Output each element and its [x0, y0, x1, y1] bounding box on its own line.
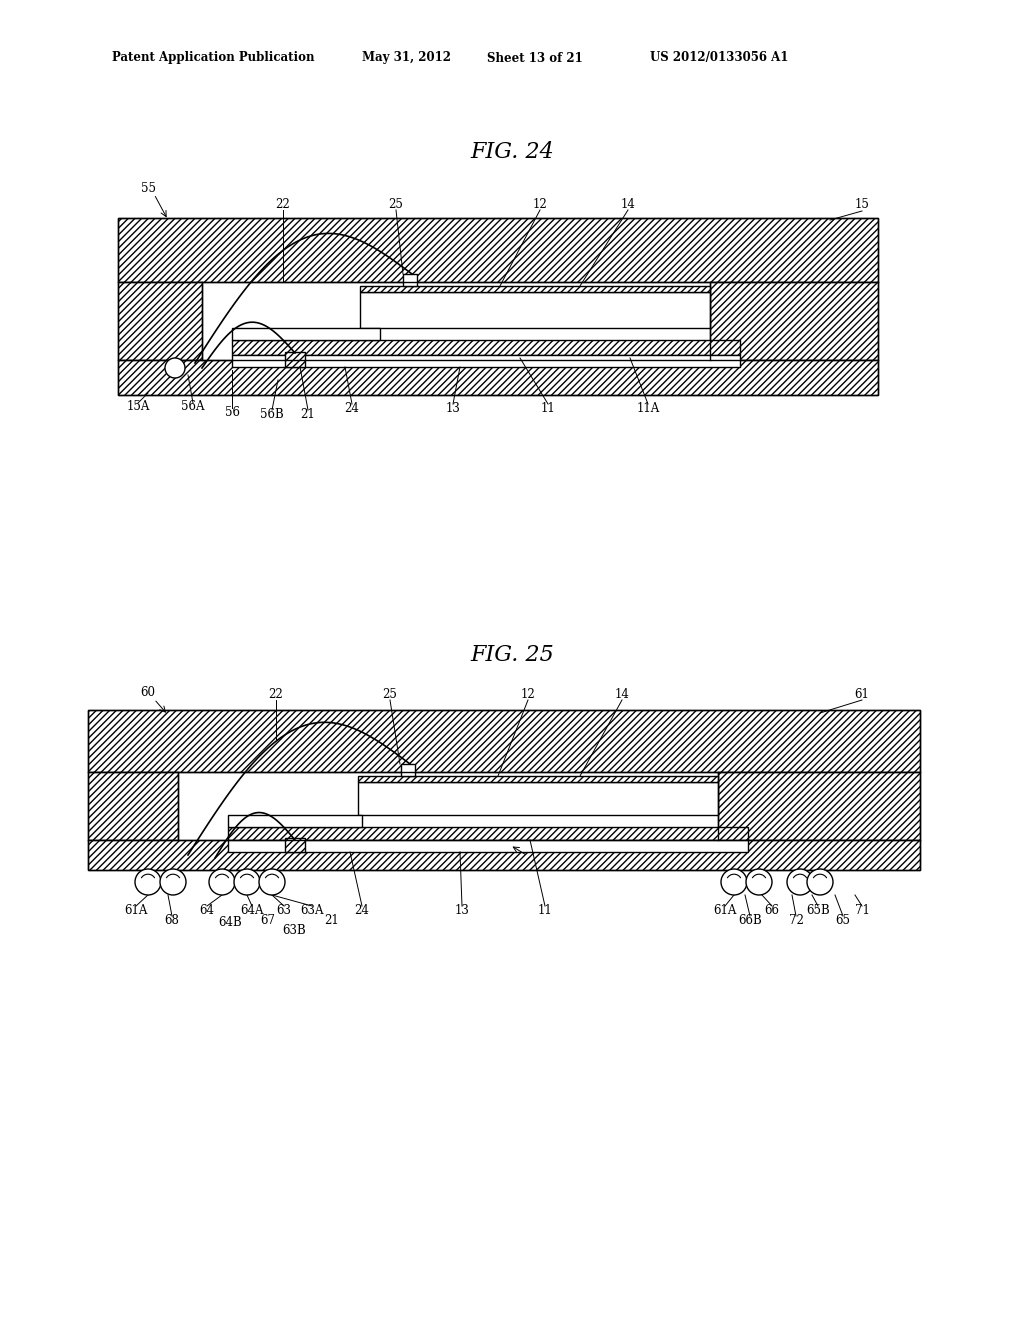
Circle shape: [259, 869, 285, 895]
Text: 14: 14: [621, 198, 636, 211]
Circle shape: [209, 869, 234, 895]
Bar: [358, 776, 718, 781]
Text: 66B: 66B: [738, 913, 762, 927]
Bar: [710, 282, 878, 360]
Bar: [88, 840, 920, 870]
Bar: [285, 838, 305, 851]
Text: 61A: 61A: [714, 903, 736, 916]
Text: 68: 68: [165, 913, 179, 927]
Text: 67: 67: [260, 913, 275, 927]
Bar: [232, 341, 740, 355]
Bar: [285, 352, 305, 367]
Text: Sheet 13 of 21: Sheet 13 of 21: [487, 51, 583, 65]
Text: 72: 72: [788, 913, 804, 927]
Text: 64A: 64A: [241, 903, 264, 916]
Bar: [360, 292, 710, 327]
Text: 55: 55: [140, 181, 156, 194]
Text: 14: 14: [614, 689, 630, 701]
Text: 65B: 65B: [806, 903, 829, 916]
Bar: [403, 275, 417, 286]
Circle shape: [165, 358, 185, 378]
Text: 56: 56: [224, 405, 240, 418]
Bar: [358, 781, 718, 814]
Text: 11A: 11A: [636, 401, 659, 414]
Text: 15A: 15A: [126, 400, 150, 413]
Text: 60: 60: [140, 686, 156, 700]
Bar: [88, 710, 920, 870]
Bar: [232, 355, 740, 367]
Text: 21: 21: [325, 913, 339, 927]
Text: 22: 22: [268, 689, 284, 701]
Text: 22: 22: [275, 198, 291, 211]
Text: 21: 21: [301, 408, 315, 421]
Bar: [118, 282, 202, 360]
Text: 63B: 63B: [283, 924, 306, 936]
Text: 56B: 56B: [260, 408, 284, 421]
Bar: [360, 286, 710, 292]
Text: 63A: 63A: [300, 903, 324, 916]
Text: 15: 15: [855, 198, 869, 211]
Bar: [118, 360, 878, 395]
Text: 12: 12: [532, 198, 548, 211]
Circle shape: [160, 869, 186, 895]
Text: 13: 13: [455, 903, 469, 916]
Bar: [118, 218, 878, 395]
Text: FIG. 24: FIG. 24: [470, 141, 554, 162]
Text: 64B: 64B: [218, 916, 242, 928]
Bar: [228, 840, 748, 851]
Bar: [228, 828, 748, 840]
Text: FIG. 25: FIG. 25: [470, 644, 554, 667]
Circle shape: [787, 869, 813, 895]
Text: 56A: 56A: [181, 400, 205, 413]
Text: 64: 64: [200, 903, 214, 916]
Text: 71: 71: [855, 903, 869, 916]
Text: US 2012/0133056 A1: US 2012/0133056 A1: [650, 51, 788, 65]
Text: 25: 25: [388, 198, 403, 211]
Text: 11: 11: [541, 401, 555, 414]
Bar: [88, 772, 178, 840]
Text: 61: 61: [855, 689, 869, 701]
Text: 13: 13: [445, 401, 461, 414]
Text: 24: 24: [344, 401, 359, 414]
Bar: [401, 764, 415, 776]
Text: 12: 12: [520, 689, 536, 701]
Bar: [232, 327, 380, 341]
Text: 25: 25: [383, 689, 397, 701]
Text: 61A: 61A: [124, 903, 147, 916]
Text: 65: 65: [836, 913, 851, 927]
Text: 63: 63: [276, 903, 292, 916]
Circle shape: [234, 869, 260, 895]
Circle shape: [746, 869, 772, 895]
Text: 66: 66: [765, 903, 779, 916]
Bar: [718, 772, 920, 840]
Text: May 31, 2012: May 31, 2012: [362, 51, 451, 65]
Text: Patent Application Publication: Patent Application Publication: [112, 51, 314, 65]
Text: 11: 11: [538, 903, 552, 916]
Bar: [118, 218, 878, 282]
Circle shape: [721, 869, 746, 895]
Bar: [88, 710, 920, 772]
Circle shape: [135, 869, 161, 895]
Circle shape: [807, 869, 833, 895]
Bar: [228, 814, 362, 828]
Text: 24: 24: [354, 903, 370, 916]
